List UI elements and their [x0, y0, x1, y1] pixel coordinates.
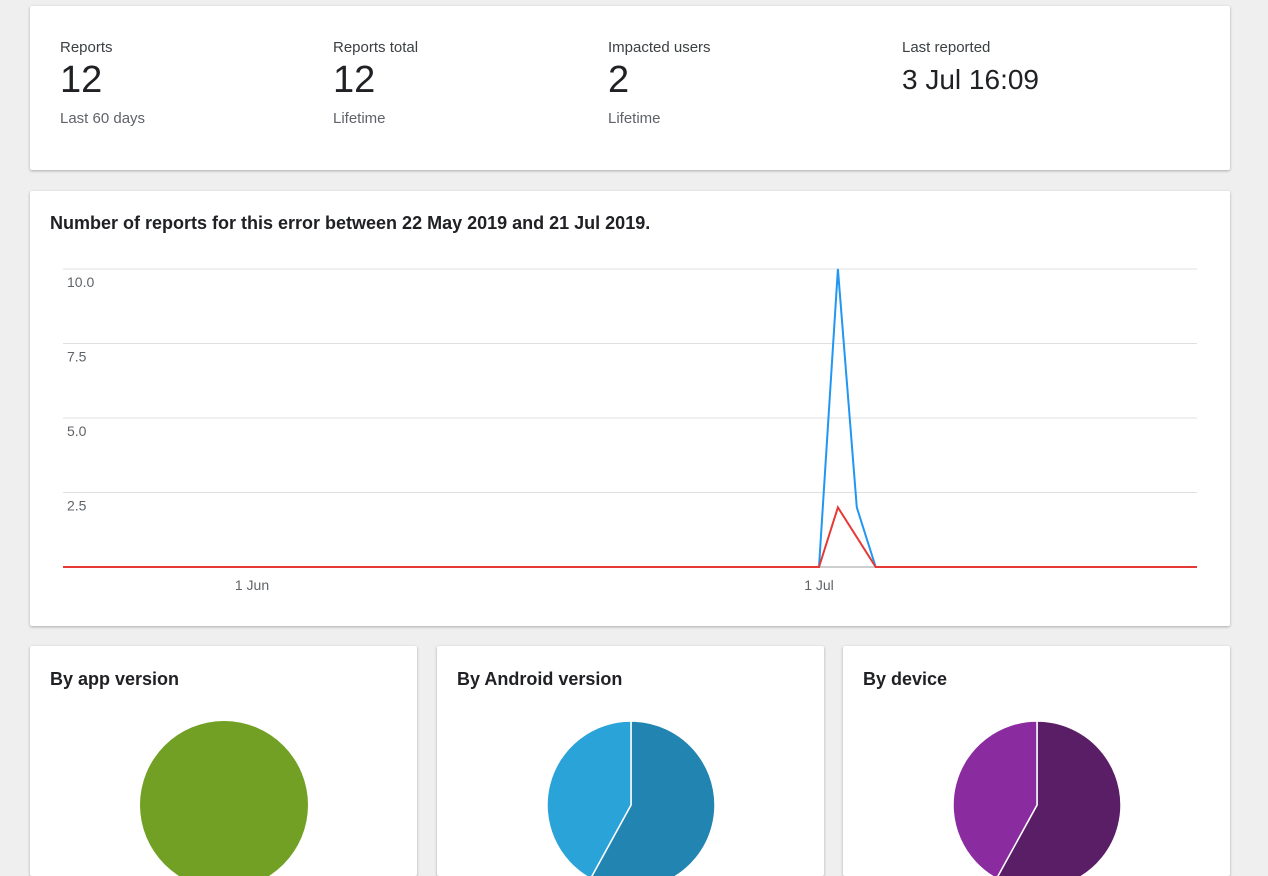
stat-last-reported: Last reported 3 Jul 16:09 — [902, 39, 1039, 96]
pie-slice[interactable] — [140, 721, 308, 876]
app-version-pie[interactable] — [30, 646, 417, 876]
trend-chart-title: Number of reports for this error between… — [50, 213, 651, 233]
y-tick-label: 10.0 — [67, 274, 94, 290]
app-version-title: By app version — [50, 669, 180, 689]
stat-users-value: 2 — [608, 59, 630, 101]
stat-impacted-users: Impacted users 2 Lifetime — [608, 39, 711, 127]
device-card: By device — [843, 646, 1230, 876]
pie-slice[interactable] — [591, 720, 716, 876]
stat-reports-value: 12 — [60, 59, 103, 101]
pie-slice[interactable] — [997, 720, 1122, 876]
stat-reports-sub: Last 60 days — [60, 110, 146, 127]
y-tick-label: 7.5 — [67, 349, 87, 365]
y-tick-label: 5.0 — [67, 423, 87, 439]
stat-total-label: Reports total — [333, 39, 419, 56]
stat-last-label: Last reported — [902, 39, 991, 56]
stat-users-label: Impacted users — [608, 39, 711, 56]
device-title: By device — [863, 669, 948, 689]
android-version-card: By Android version — [437, 646, 824, 876]
stat-reports-total: Reports total 12 Lifetime — [333, 39, 418, 127]
stat-reports: Reports 12 Last 60 days — [60, 39, 145, 127]
stats-card: Reports 12 Last 60 days Reports total 12… — [30, 6, 1230, 170]
device-pie[interactable] — [843, 646, 1230, 876]
stat-reports-label: Reports — [60, 39, 113, 56]
stat-total-value: 12 — [333, 59, 376, 101]
stat-users-sub: Lifetime — [608, 110, 661, 127]
y-tick-label: 2.5 — [67, 498, 87, 514]
android-version-pie[interactable] — [437, 646, 824, 876]
trend-chart[interactable]: 2.5 5.0 7.5 10.0 1 Jun 1 Jul — [30, 191, 1230, 626]
x-tick-label: 1 Jun — [235, 577, 269, 593]
trend-chart-card: Number of reports for this error between… — [30, 191, 1230, 626]
android-version-title: By Android version — [457, 669, 623, 689]
x-tick-label: 1 Jul — [804, 577, 834, 593]
stat-total-sub: Lifetime — [333, 110, 386, 127]
app-version-card: By app version — [30, 646, 417, 876]
series-line-2[interactable] — [63, 505, 1197, 568]
stat-last-value: 3 Jul 16:09 — [902, 64, 1039, 95]
